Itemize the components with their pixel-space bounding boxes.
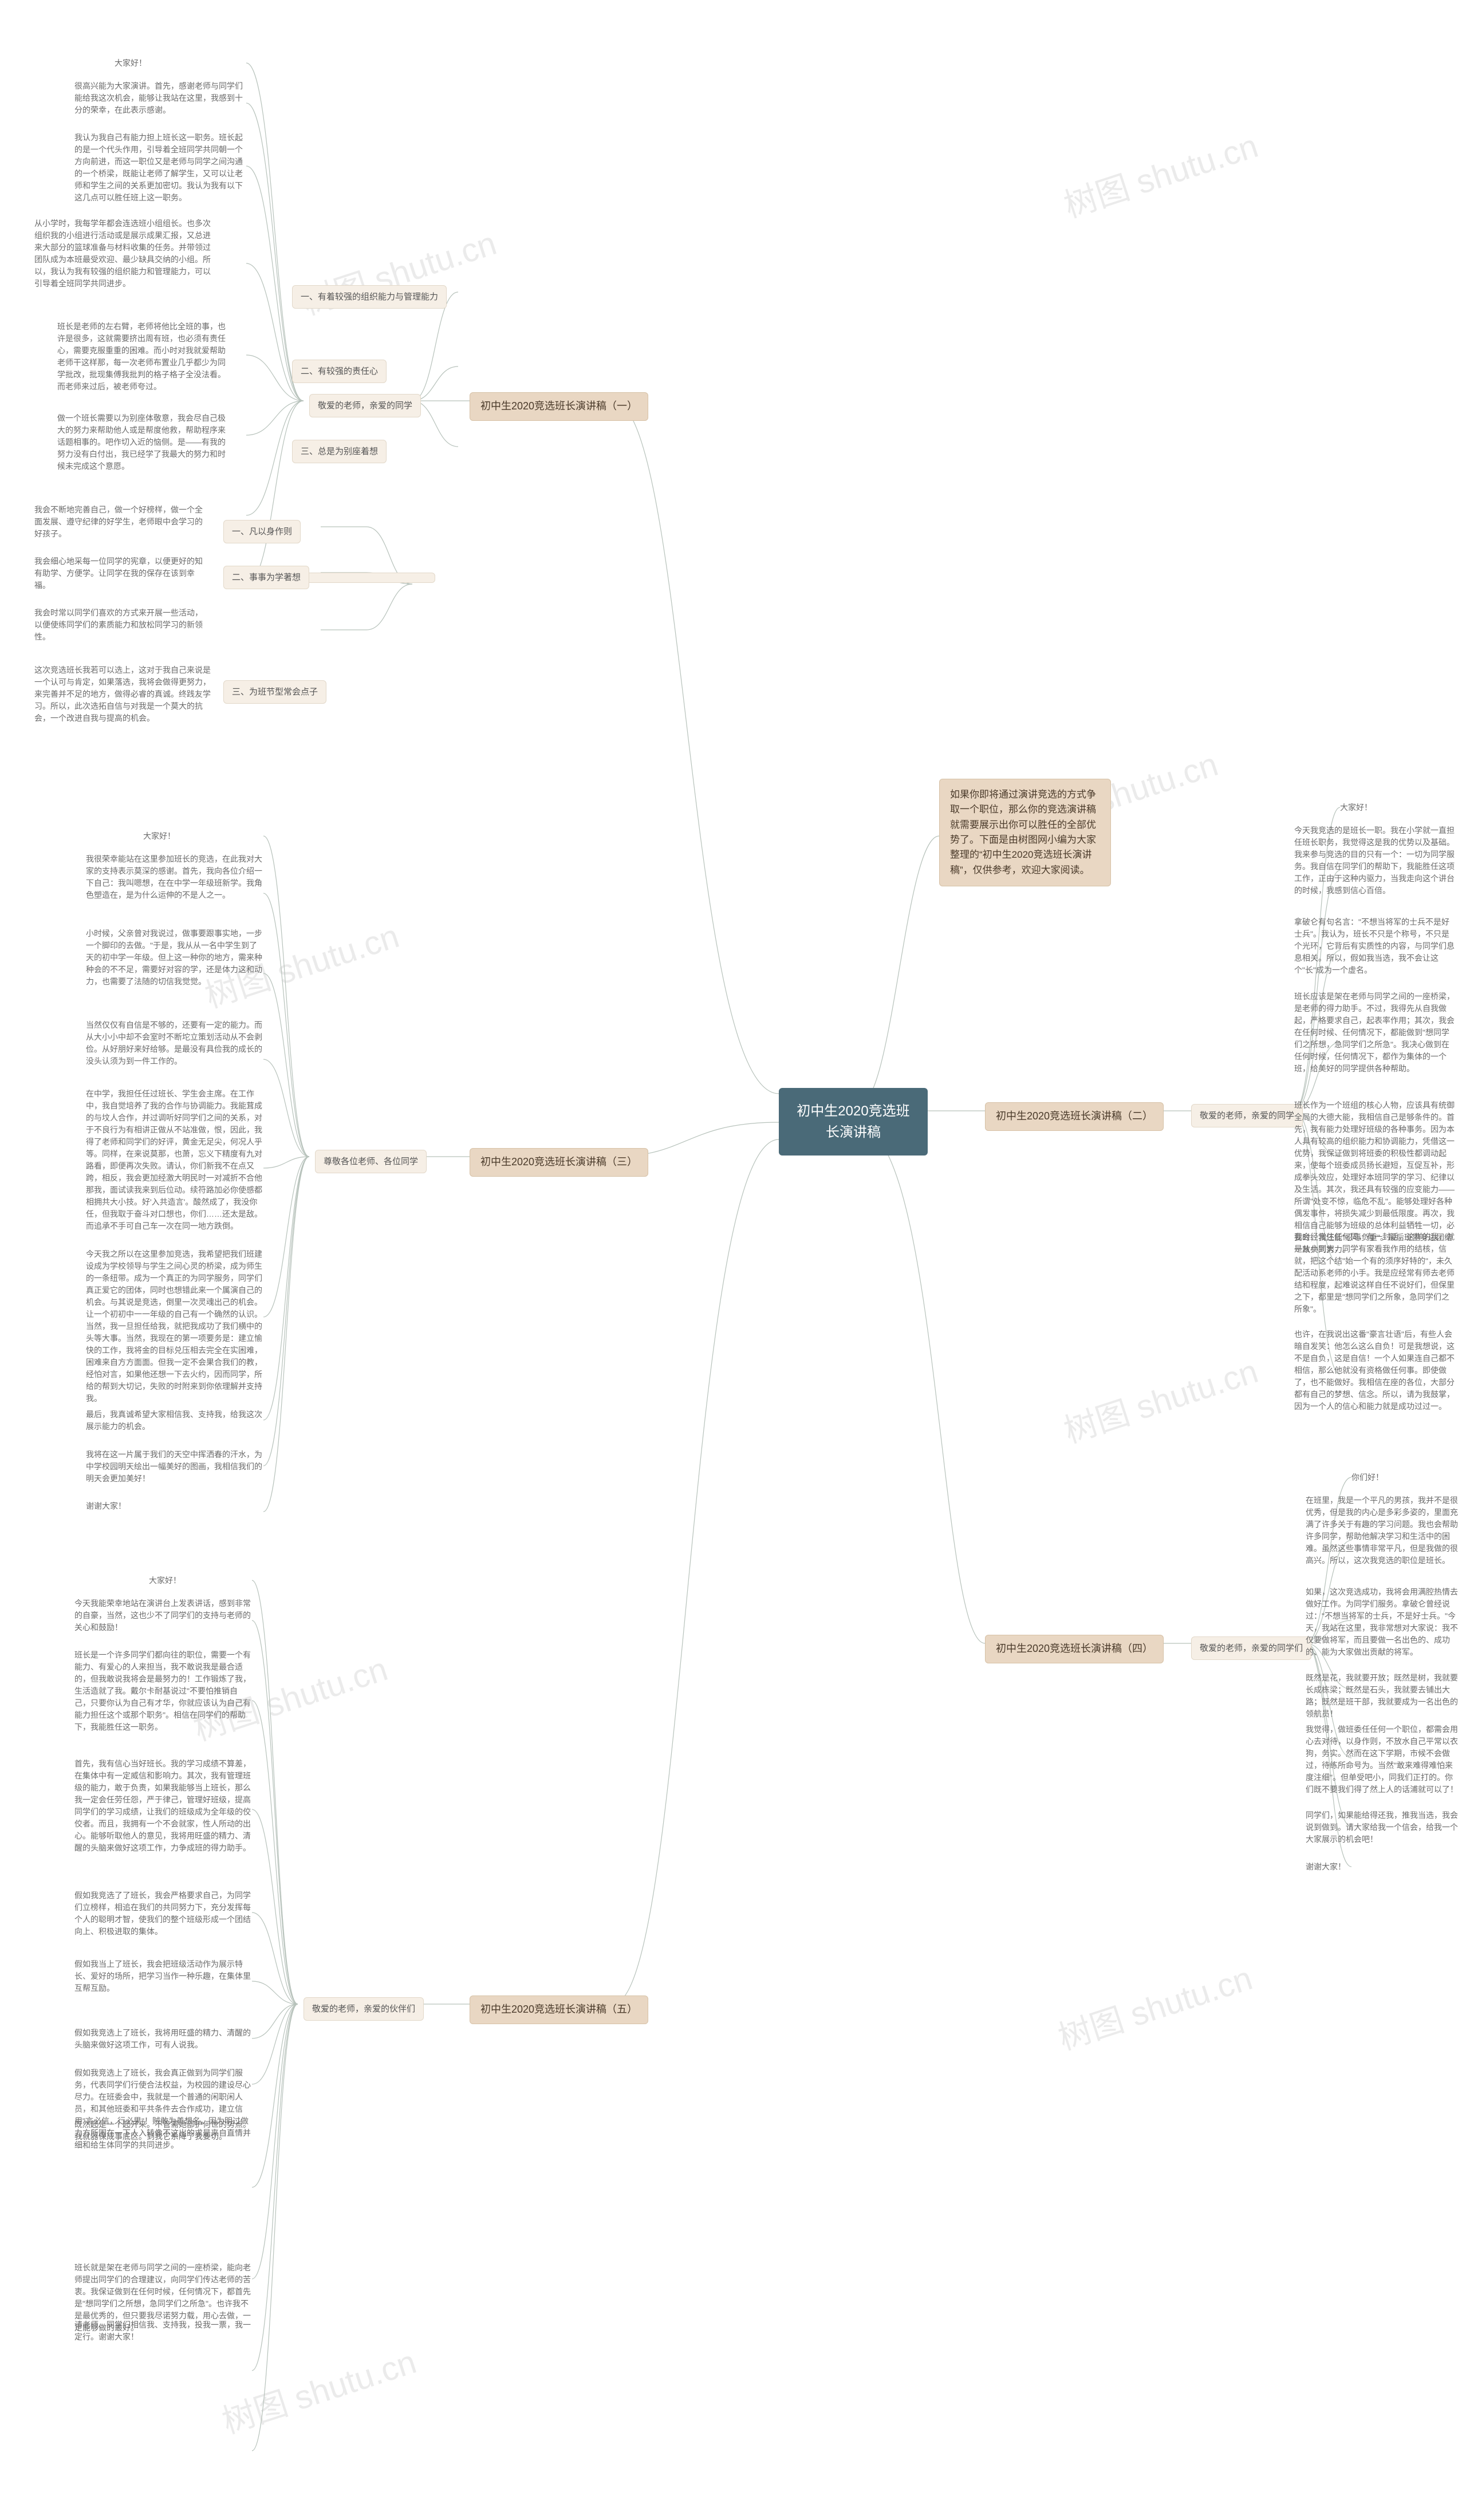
section-3-sub: 尊敬各位老师、各位同学 (315, 1150, 427, 1173)
s2-leaf: 今天我竞选的是班长一职。我在小学就一直担任班长职务，我觉得这是我的优势以及基础。… (1294, 825, 1455, 897)
s3-leaf: 今天我之所以在这里参加竞选，我希望把我们班建设成为学校领导与学生之间心灵的桥梁，… (86, 1248, 263, 1405)
section-1[interactable]: 初中生2020竞选班长演讲稿（一） (470, 392, 648, 421)
s1-leaf: 这次竞选班长我若可以选上，这对于我自己来说是一个认可与肯定，如果落选，我将会做得… (34, 664, 218, 724)
watermark: 树图 shutu.cn (1057, 119, 1263, 227)
s2-leaf: 也许，在我说出这番"豪言壮语"后，有些人会暗自发笑：他怎么这么自负！可是我想说，… (1294, 1328, 1455, 1413)
s1-leaf: 我会不断地完善自己，做一个好榜样，做一个全面发展、遵守纪律的好学生，老师眼中会学… (34, 504, 206, 540)
root-node[interactable]: 初中生2020竞选班长演讲稿 (779, 1088, 928, 1156)
section-2[interactable]: 初中生2020竞选班长演讲稿（二） (985, 1102, 1164, 1131)
s4-leaf: 你们好！ (1351, 1472, 1386, 1484)
watermark: 树图 shutu.cn (215, 2335, 421, 2443)
watermark: 树图 shutu.cn (1051, 1951, 1258, 2059)
section-4[interactable]: 初中生2020竞选班长演讲稿（四） (985, 1635, 1164, 1663)
s4-leaf: 既然是花，我就要开放；既然是树，我就要长成栋梁；既然是石头，我就要去铺出大路；既… (1306, 1672, 1460, 1720)
s5-leaf: 请老师、同学们相信我、支持我，投我一票，我一定行。谢谢大家！ (74, 2319, 252, 2343)
s4-leaf: 同学们，如果能给得还我，推我当选，我会说到做到。请大家给我一个信会，给我一个大家… (1306, 1809, 1460, 1845)
s3-leaf: 谢谢大家！ (86, 1500, 132, 1512)
s3-leaf: 我将在这一片属于我们的天空中挥洒春的汗水，为中学校园明天绘出一幅美好的图画，我相… (86, 1449, 263, 1485)
watermark: 树图 shutu.cn (1057, 1344, 1263, 1452)
s2-leaf: 我会经常住任何同，有一封话，这样的我，就是从小到大，同学有家看我作用的结核，信就… (1294, 1231, 1455, 1315)
s5-leaf: 班长是一个许多同学们都向往的职位，需要一个有能力、有爱心的人来担当，我不敢说我是… (74, 1649, 252, 1733)
s5-leaf: 今天我能荣幸地站在演讲台上发表讲话，感到非常的自豪，当然，这也少不了同学们的支持… (74, 1598, 252, 1634)
s2-leaf: 拿破仑有句名言："不想当将军的士兵不是好士兵"。我认为，班长不只是个称号，不只是… (1294, 916, 1455, 976)
s5-leaf: 首先，我有信心当好班长。我的学习成绩不算差，在集体中有一定威信和影响力。其次，我… (74, 1758, 252, 1854)
s5-leaf: 假如我竞选了了班长，我会严格要求自己，为同学们立榜样，相追在我们的共同努力下，充… (74, 1890, 252, 1938)
s1-label-2: 二、有较强的责任心 (292, 360, 387, 383)
s4-leaf: 如果，这次竞选成功，我将会用满腔热情去做好工作。为同学们服务。拿破仑曾经说过："… (1306, 1586, 1460, 1658)
s1-leaf: 我认为我自己有能力担上班长这一职务。班长起的是一个代头作用，引导着全班同学共同朝… (74, 132, 246, 204)
s3-leaf: 在中学，我担任任过班长、学生会主席。在工作中，我自觉培养了我的合作与协调能力。我… (86, 1088, 263, 1232)
s3-leaf: 当然仅仅有自信是不够的，还要有一定的能力。而从大小小中却不会室时不断坨立策划活动… (86, 1019, 263, 1067)
section-5-sub: 敬爱的老师，亲爱的伙伴们 (304, 1997, 424, 2021)
s1-leaf: 我会细心地采每一位同学的宪章，以便更好的知有助学、方便学。让同学在我的保存在该到… (34, 555, 206, 591)
s5-leaf: 假如我竞选上了班长，我将用旺盛的精力、清醒的头脑来做好这项工作，可有人说我。 (74, 2027, 252, 2051)
s1-label-3: 三、总是为别座着想 (292, 440, 387, 463)
section-3[interactable]: 初中生2020竞选班长演讲稿（三） (470, 1148, 648, 1177)
s1-leaf: 很高兴能为大家演讲。首先，感谢老师与同学们能给我这次机会，能够让我站在这里，我感… (74, 80, 246, 116)
s2-leaf: 大家好！ (1340, 802, 1374, 814)
s3-leaf: 我很荣幸能站在这里参加班长的竞选，在此我对大家的支持表示莫深的感谢。首先，我向各… (86, 853, 263, 901)
s1-leaf: 从小学时，我每学年都会连选班小组组长。也多次组织我的小组进行活动或是展示成果汇报… (34, 218, 218, 290)
s3-leaf: 小时候，父亲曾对我说过，做事要跟事实地，一步一个脚印的去做。"于是，我从从一名中… (86, 928, 263, 988)
s5-leaf: 既然起是一个起开来。不管需她部护何世的势点。我就器保成事底区。到我它系降了我要切… (74, 2119, 252, 2143)
s1-leaf: 班长是老师的左右臂，老师将他比全班的事，也许是很多，这就需要挤出周有班，也必须有… (57, 321, 229, 393)
intro-node: 如果你即将通过演讲竞选的方式争取一个职位，那么你的竞选演讲稿就需要展示出你可以胜… (939, 779, 1111, 886)
s1-inner-3: 三、为班节型常会点子 (223, 680, 326, 704)
s5-leaf: 假如我当上了班长，我会把班级活动作为展示特长、爱好的场所，把学习当作一种乐趣，在… (74, 1958, 252, 1994)
s1-leaf: 我会时常以同学们喜欢的方式来开展一些活动，以便使练同学们的素质能力和放松同学习的… (34, 607, 206, 643)
s5-leaf: 大家好！ (149, 1575, 183, 1587)
section-4-sub: 敬爱的老师，亲爱的同学们 (1191, 1636, 1311, 1660)
section-1-sub: 敬爱的老师，亲爱的同学 (309, 394, 421, 417)
s1-leaf: 做一个班长需要以为别座体敬意，我会尽自己极大的努力来帮助他人或是帮度他救，帮助程… (57, 412, 229, 472)
s1-inner-2: 二、事事为学著想 (223, 566, 309, 589)
s4-leaf: 在班里，我是一个平凡的男孩，我并不是很优秀，但是我的内心是多彩多姿的，里面充满了… (1306, 1494, 1460, 1567)
s3-leaf: 最后，我真诚希望大家相信我、支持我，给我这次展示能力的机会。 (86, 1409, 263, 1433)
s1-inner-1: 一、凡以身作则 (223, 520, 301, 543)
s4-leaf: 谢谢大家！ (1306, 1861, 1351, 1873)
section-5[interactable]: 初中生2020竞选班长演讲稿（五） (470, 1996, 648, 2024)
s2-leaf: 班长应该是架在老师与同学之间的一座桥梁，是老师的得力助手。不过，我得先从自我做起… (1294, 991, 1455, 1075)
s3-leaf: 大家好！ (143, 830, 178, 842)
section-2-sub: 敬爱的老师，亲爱的同学 (1191, 1104, 1303, 1127)
s4-leaf: 我觉得，做班委任任何一个职位，都需会用心去对待，以身作则，不放水自己平常以衣狗，… (1306, 1724, 1460, 1796)
s1-leaf: 大家好！ (115, 57, 149, 69)
s1-label-1: 一、有着较强的组织能力与管理能力 (292, 285, 447, 309)
